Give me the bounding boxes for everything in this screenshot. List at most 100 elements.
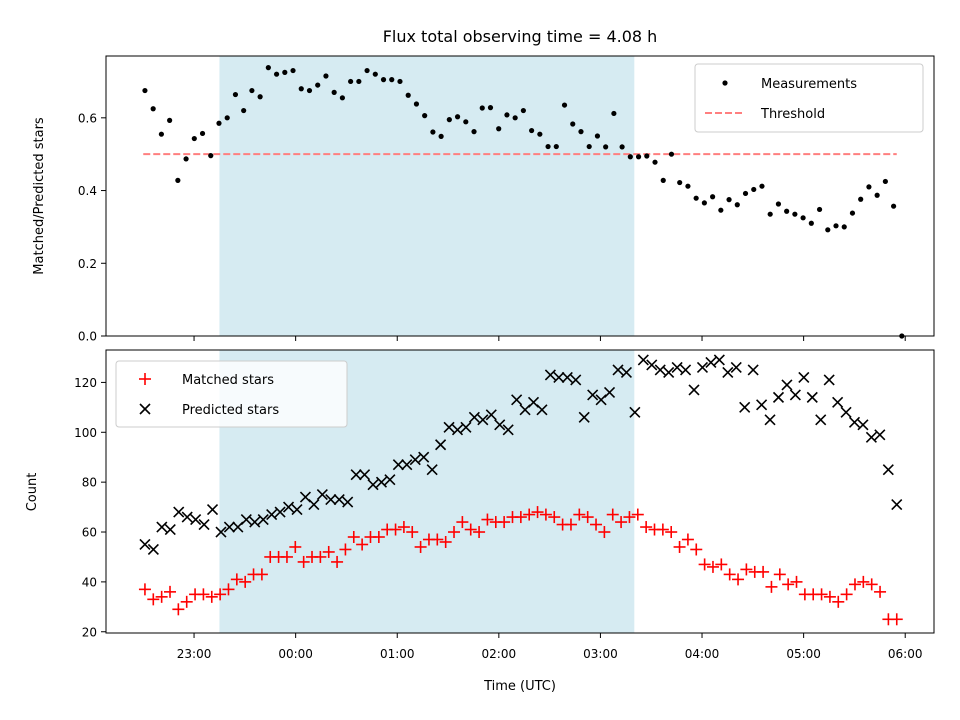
measurement-point (734, 202, 740, 208)
matched-star-point (615, 516, 628, 529)
predicted-star-point (350, 469, 362, 481)
measurement-point (175, 177, 181, 183)
predicted-star-point (680, 364, 692, 376)
matched-star-point (180, 595, 193, 608)
predicted-star-point (815, 414, 827, 426)
bottom-y-axis-label: Count (25, 473, 40, 512)
predicted-star-point (451, 424, 464, 436)
predicted-star-point (164, 523, 176, 536)
matched-star-point (155, 590, 168, 603)
predicted-star-point (848, 416, 861, 428)
bottom-y-tick-label: 20 (82, 625, 97, 639)
predicted-star-point (637, 354, 649, 366)
matched-star-point (255, 568, 268, 581)
matched-star-point (406, 526, 419, 539)
predicted-star-point (612, 364, 624, 376)
predicted-star-point (865, 431, 877, 443)
x-tick-label: 06:00 (888, 647, 923, 661)
matched-star-point (481, 513, 494, 526)
measurement-point (635, 154, 642, 160)
matched-star-point (548, 511, 561, 524)
predicted-star-point (240, 513, 252, 526)
matched-star-point (172, 603, 185, 616)
predicted-star-point (553, 371, 565, 383)
matched-star-point (397, 521, 410, 534)
predicted-star-point (756, 399, 768, 411)
measurement-point (685, 183, 691, 189)
measurement-point (158, 131, 164, 137)
matched-star-point (464, 523, 477, 536)
measurement-point (265, 65, 271, 71)
measurement-point (454, 114, 461, 120)
predicted-star-point (536, 404, 548, 416)
top-panel: 0.0 0.2 0.4 0.6 Matched/Predicted stars Mea… (32, 55, 935, 344)
measurement-point (306, 87, 313, 94)
x-tick-label: 02:00 (482, 647, 517, 661)
measurement-point (660, 177, 666, 183)
predicted-star-point (494, 419, 506, 431)
measurement-point (586, 143, 592, 150)
matched-star-point (765, 580, 778, 593)
matched-star-point (164, 585, 177, 598)
top-y-axis-label: Matched/Predicted stars (32, 117, 47, 275)
predicted-star-point (257, 513, 269, 526)
matched-star-point (631, 508, 644, 521)
predicted-star-point (375, 476, 388, 488)
predicted-star-point (308, 499, 320, 511)
measurement-point (833, 223, 839, 229)
predicted-star-point (747, 364, 759, 376)
measurement-point (701, 200, 707, 206)
predicted-star-point (392, 459, 404, 471)
matched-star-point (389, 523, 402, 536)
predicted-star-point (426, 464, 438, 476)
matched-star-point (623, 511, 636, 524)
bottom-legend: Matched stars Predicted stars (115, 360, 348, 428)
bottom-axes-frame (105, 349, 935, 634)
bottom-x-ticks: 23:00 00:00 01:00 02:00 03:00 04:00 05:00 06:00 (177, 633, 923, 661)
matched-star-point (531, 506, 544, 519)
measurement-point (603, 144, 609, 150)
measurement-point (298, 86, 304, 92)
predicted-star-point (418, 451, 430, 463)
matched-star-point (197, 588, 210, 601)
predicted-star-point (654, 364, 666, 376)
matched-star-point (606, 508, 619, 521)
measurement-point (784, 208, 790, 214)
matched-star-point (523, 508, 536, 521)
predicted-star-point (156, 521, 168, 533)
measurement-point (816, 206, 823, 213)
predicted-star-point (468, 411, 480, 423)
measurement-point (677, 179, 683, 186)
measurement-point (183, 156, 189, 162)
matched-star-point (874, 585, 887, 598)
predicted-star-point (367, 479, 379, 491)
predicted-star-point (764, 414, 776, 426)
legend-predicted-label: Predicted stars (182, 403, 279, 418)
x-tick-label: 03:00 (583, 647, 618, 661)
matched-star-point (740, 563, 753, 576)
matched-star-point (690, 543, 703, 556)
measurement-point (561, 102, 568, 108)
matched-star-point (782, 578, 795, 591)
matched-star-point (539, 508, 552, 521)
measurement-point (529, 127, 535, 134)
measurement-point (356, 78, 362, 85)
measurement-point (232, 91, 239, 98)
measurement-point (858, 196, 864, 202)
matched-star-point (823, 590, 836, 603)
measurement-point (619, 144, 625, 150)
matched-star-point (790, 575, 803, 588)
predicted-star-point (291, 504, 303, 516)
predicted-star-point (190, 513, 202, 526)
matched-star-point (431, 533, 444, 546)
chart-title: Flux total observing time = 4.08 h (383, 27, 658, 46)
predicted-star-point (874, 429, 886, 441)
matched-star-point (598, 526, 611, 539)
measurement-point (413, 101, 420, 107)
matched-star-point (715, 558, 728, 571)
measurement-point (512, 115, 518, 121)
matched-star-point (289, 540, 302, 553)
predicted-star-point (173, 506, 185, 518)
predicted-star-point (578, 411, 590, 423)
